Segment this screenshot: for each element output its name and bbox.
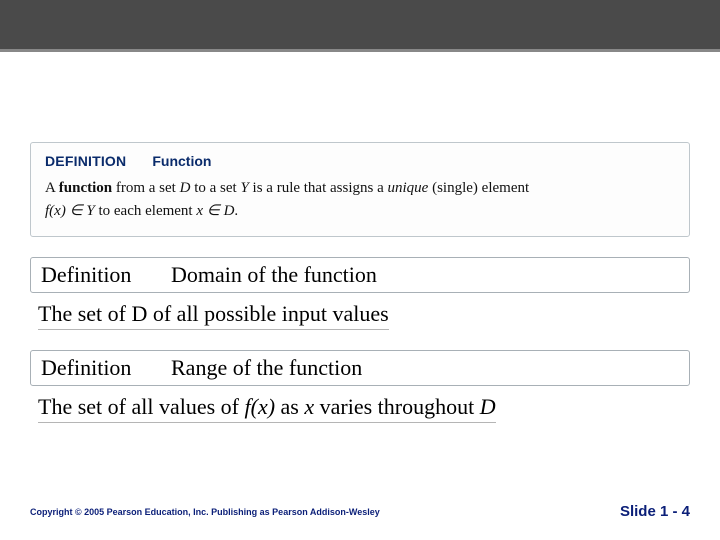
footer: Copyright © 2005 Pearson Education, Inc.…	[30, 503, 690, 520]
def-set-d: D	[180, 180, 191, 196]
slide-number: Slide 1 - 4	[620, 503, 690, 520]
definition-word: Definition	[41, 355, 171, 381]
definition-label: DEFINITION	[45, 153, 126, 169]
copyright-text: Copyright © 2005 Pearson Education, Inc.…	[30, 507, 380, 517]
def-unique: unique	[388, 180, 429, 196]
def-text: A	[45, 180, 59, 196]
range-x: x	[304, 394, 314, 419]
definition-title: Function	[152, 153, 211, 169]
range-definition-box: Definition Range of the function	[30, 350, 690, 386]
range-text: The set of all values of	[38, 394, 245, 419]
definition-function-box: DEFINITION Function A function from a se…	[30, 142, 690, 237]
def-text: to a set	[190, 180, 240, 196]
range-d: D	[480, 394, 496, 419]
def-set-y: Y	[240, 180, 248, 196]
def-fx: f(x) ∈ Y	[45, 203, 95, 219]
range-fx: f(x)	[245, 394, 276, 419]
def-text: is a rule that assigns a	[249, 180, 388, 196]
def-text: (single) element	[428, 180, 529, 196]
def-text: .	[234, 203, 238, 219]
range-description: The set of all values of f(x) as x varie…	[38, 394, 496, 423]
domain-description: The set of D of all possible input value…	[38, 301, 389, 330]
definition-header: DEFINITION Function	[45, 153, 675, 171]
header-band	[0, 0, 720, 52]
definition-word: Definition	[41, 262, 171, 288]
slide-content: DEFINITION Function A function from a se…	[0, 142, 720, 423]
definition-body: A function from a set D to a set Y is a …	[45, 177, 675, 222]
range-text: varies throughout	[314, 394, 480, 419]
range-row: Definition Range of the function	[31, 351, 689, 385]
def-text: from a set	[112, 180, 179, 196]
def-xd: x ∈ D	[196, 203, 234, 219]
domain-definition-box: Definition Domain of the function	[30, 257, 690, 293]
domain-row: Definition Domain of the function	[31, 258, 689, 292]
def-text: to each element	[95, 203, 197, 219]
range-term: Range of the function	[171, 355, 362, 381]
range-text: as	[275, 394, 304, 419]
domain-term: Domain of the function	[171, 262, 377, 288]
def-function-word: function	[59, 180, 112, 196]
